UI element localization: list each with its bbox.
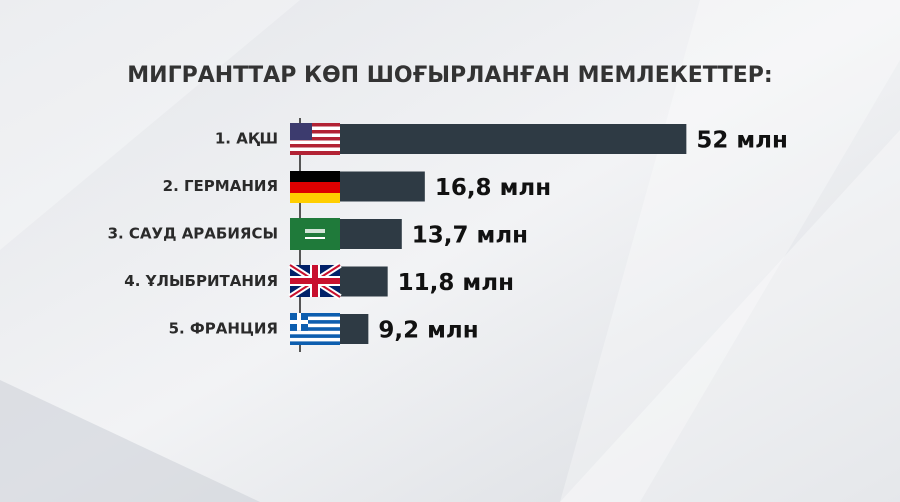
bg-panel xyxy=(560,0,900,502)
flag-usa xyxy=(290,123,340,155)
value-label: 11,8 млн xyxy=(398,270,514,296)
flag-saudi xyxy=(290,218,340,250)
category-label: 2. ГЕРМАНИЯ xyxy=(163,177,278,195)
category-label: 1. АҚШ xyxy=(215,130,278,148)
category-label: 5. ФРАНЦИЯ xyxy=(169,320,278,338)
bar xyxy=(300,124,687,154)
value-label: 13,7 млн xyxy=(412,223,528,249)
bg-panel xyxy=(560,130,900,502)
flag-germany xyxy=(290,171,340,203)
category-label: 3. САУД АРАБИЯСЫ xyxy=(108,225,278,243)
category-label: 4. ҰЛЫБРИТАНИЯ xyxy=(124,272,278,290)
flag-uk xyxy=(288,262,342,300)
value-label: 16,8 млн xyxy=(435,175,551,201)
chart-title: МИГРАНТТАР КӨП ШОҒЫРЛАНҒАН МЕМЛЕКЕТТЕР: xyxy=(127,63,772,88)
flags xyxy=(288,123,342,345)
bg-panel xyxy=(0,380,260,502)
value-label: 9,2 млн xyxy=(378,318,478,344)
value-label: 52 млн xyxy=(696,128,788,154)
bg-panel xyxy=(0,0,300,250)
flag-greece xyxy=(290,313,340,345)
